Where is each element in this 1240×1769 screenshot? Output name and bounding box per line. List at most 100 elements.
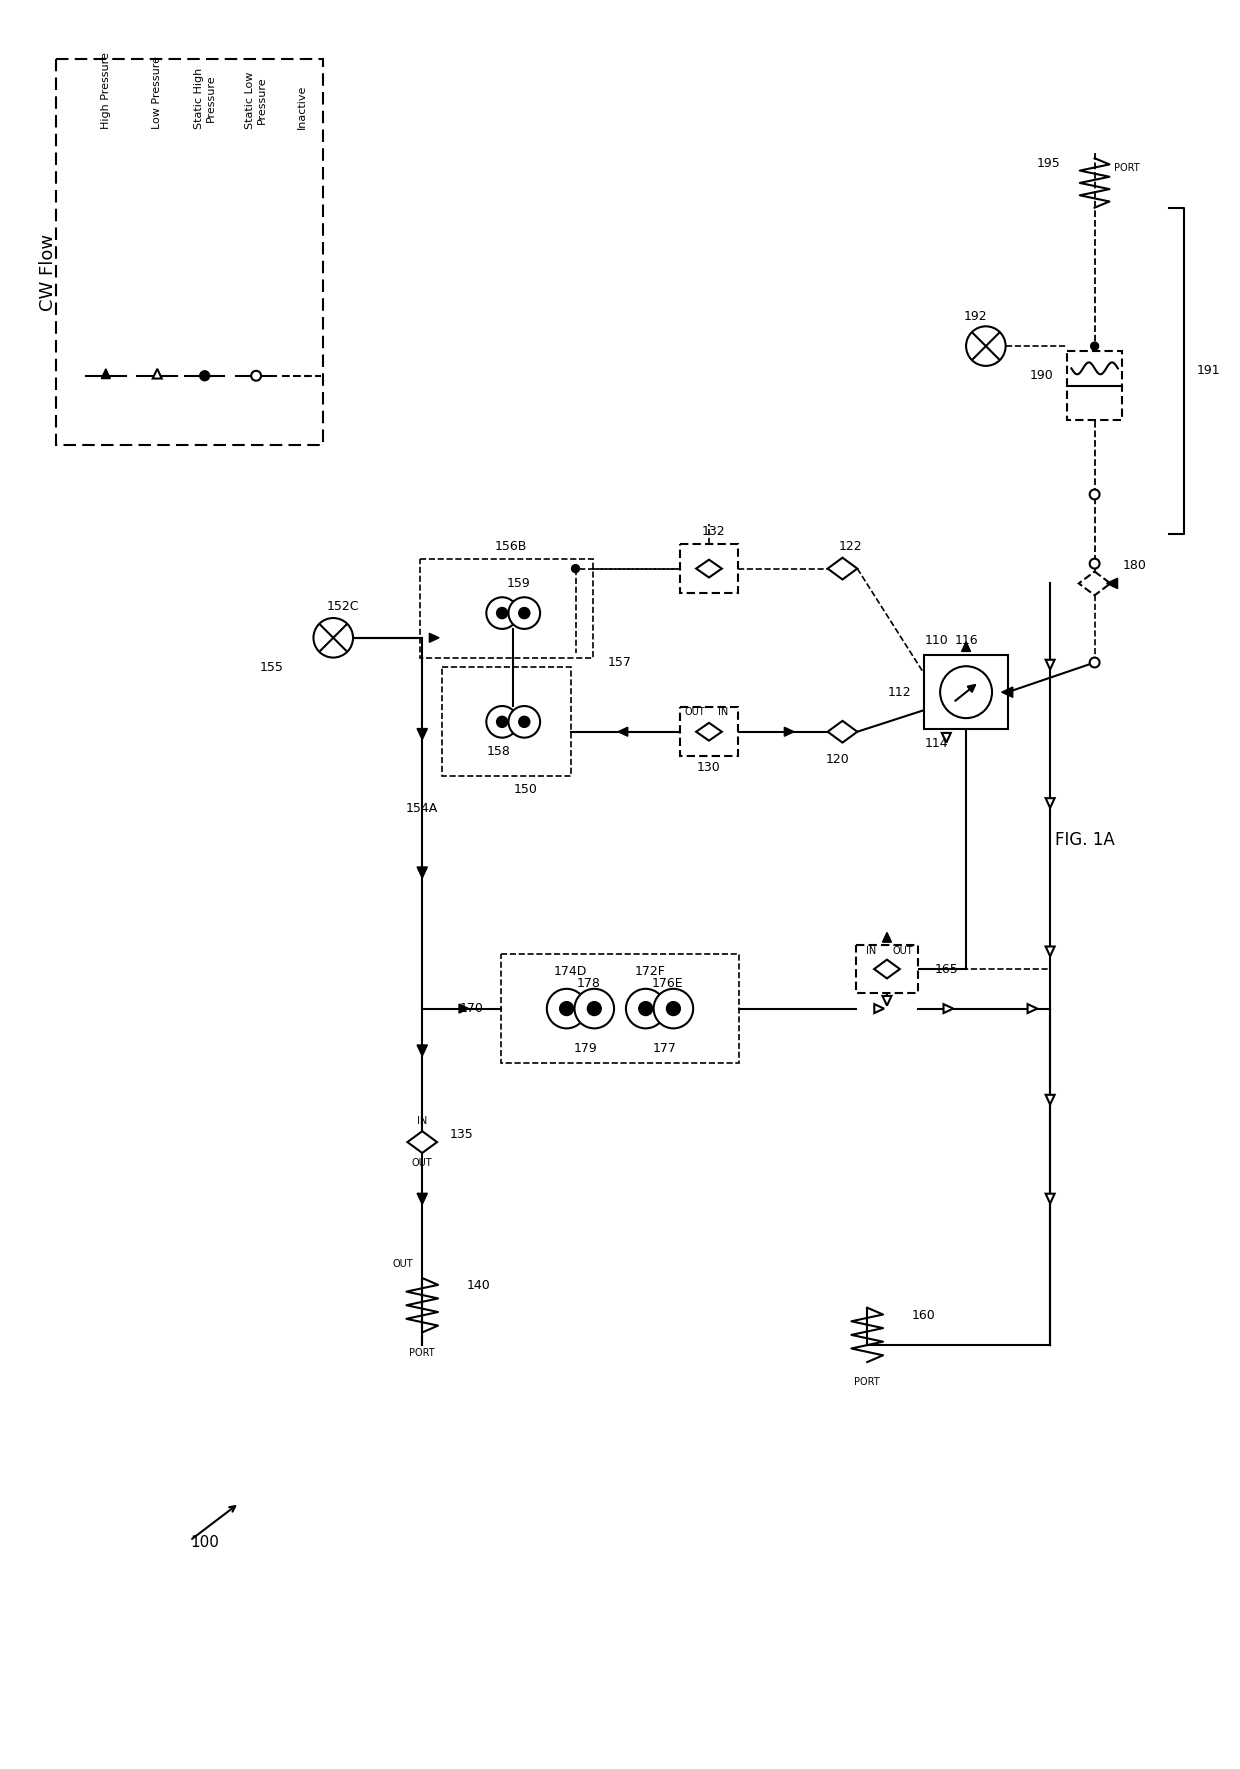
Circle shape [1091, 341, 1099, 350]
Bar [924, 655, 1008, 729]
Text: 140: 140 [466, 1279, 491, 1291]
Text: 195: 195 [1037, 157, 1060, 170]
Polygon shape [961, 642, 971, 651]
Polygon shape [417, 729, 428, 739]
Text: 158: 158 [486, 745, 511, 757]
Circle shape [518, 607, 529, 619]
Text: 191: 191 [1197, 364, 1220, 377]
Text: 177: 177 [652, 1042, 677, 1054]
Text: 114: 114 [925, 738, 949, 750]
Text: 172F: 172F [634, 964, 665, 978]
Text: Static High
Pressure: Static High Pressure [193, 67, 216, 129]
Circle shape [486, 598, 518, 630]
Text: 159: 159 [506, 577, 529, 589]
Polygon shape [1045, 660, 1055, 669]
Polygon shape [1106, 578, 1117, 589]
Text: CW Flow: CW Flow [40, 234, 57, 311]
Text: 150: 150 [515, 782, 538, 796]
Text: 122: 122 [838, 540, 862, 554]
Polygon shape [618, 727, 627, 736]
Circle shape [518, 716, 529, 727]
Text: PORT: PORT [409, 1348, 435, 1357]
Text: OUT: OUT [412, 1159, 433, 1168]
Polygon shape [153, 370, 161, 379]
Text: 156B: 156B [495, 540, 527, 554]
Text: 178: 178 [577, 978, 600, 991]
Bar [501, 953, 739, 1063]
Text: 135: 135 [450, 1127, 474, 1141]
Text: 174D: 174D [554, 964, 588, 978]
Text: 179: 179 [574, 1042, 598, 1054]
Text: 165: 165 [935, 962, 959, 975]
Circle shape [559, 1001, 574, 1015]
Polygon shape [827, 557, 857, 580]
Text: IN: IN [718, 708, 728, 716]
Text: 112: 112 [888, 686, 911, 699]
Bar [681, 543, 738, 593]
Text: OUT: OUT [392, 1260, 413, 1268]
Polygon shape [696, 559, 722, 577]
Text: OUT: OUT [684, 708, 706, 716]
Text: 160: 160 [911, 1309, 935, 1321]
Polygon shape [1045, 1194, 1055, 1203]
Circle shape [940, 667, 992, 718]
Polygon shape [1079, 571, 1111, 596]
Polygon shape [1045, 1095, 1055, 1104]
Polygon shape [874, 959, 900, 978]
Text: 110: 110 [925, 635, 949, 647]
Polygon shape [874, 1005, 884, 1014]
Polygon shape [942, 732, 951, 743]
Text: FIG. 1A: FIG. 1A [1055, 831, 1115, 849]
Circle shape [1090, 658, 1100, 667]
Text: 130: 130 [697, 761, 720, 773]
Polygon shape [1002, 686, 1013, 697]
Text: 152C: 152C [327, 600, 360, 612]
Bar [1068, 350, 1122, 421]
Text: 157: 157 [608, 656, 632, 669]
Circle shape [508, 706, 541, 738]
Text: 100: 100 [190, 1535, 218, 1550]
Text: IN: IN [417, 1116, 428, 1127]
Polygon shape [408, 1130, 436, 1153]
Circle shape [572, 564, 579, 573]
Circle shape [486, 706, 518, 738]
Circle shape [1090, 490, 1100, 499]
Polygon shape [696, 724, 722, 741]
Circle shape [653, 989, 693, 1028]
Polygon shape [944, 1005, 954, 1014]
Circle shape [314, 617, 353, 658]
Bar [56, 60, 324, 446]
Circle shape [1090, 559, 1100, 568]
Bar [681, 708, 738, 757]
Text: 116: 116 [955, 635, 978, 647]
Bar [420, 559, 593, 658]
Circle shape [496, 607, 507, 619]
Circle shape [200, 371, 210, 380]
Polygon shape [417, 867, 428, 877]
Text: 192: 192 [965, 310, 988, 324]
Circle shape [666, 1001, 681, 1015]
Circle shape [966, 325, 1006, 366]
Text: PORT: PORT [1115, 163, 1140, 173]
Polygon shape [429, 633, 439, 642]
Polygon shape [1045, 946, 1055, 957]
Text: Low Pressure: Low Pressure [153, 55, 162, 129]
Circle shape [252, 371, 262, 380]
Bar [857, 945, 918, 992]
Circle shape [574, 989, 614, 1028]
Circle shape [496, 716, 507, 727]
Bar [441, 667, 570, 777]
Polygon shape [417, 1194, 428, 1205]
Text: 120: 120 [826, 754, 849, 766]
Polygon shape [102, 370, 110, 379]
Text: 190: 190 [1029, 370, 1053, 382]
Text: IN: IN [866, 946, 877, 957]
Polygon shape [827, 720, 857, 743]
Text: 176E: 176E [652, 978, 683, 991]
Polygon shape [1028, 1005, 1038, 1014]
Polygon shape [417, 1045, 428, 1056]
Text: Inactive: Inactive [296, 85, 306, 129]
Text: 155: 155 [260, 662, 284, 674]
Polygon shape [785, 727, 794, 736]
Circle shape [588, 1001, 601, 1015]
